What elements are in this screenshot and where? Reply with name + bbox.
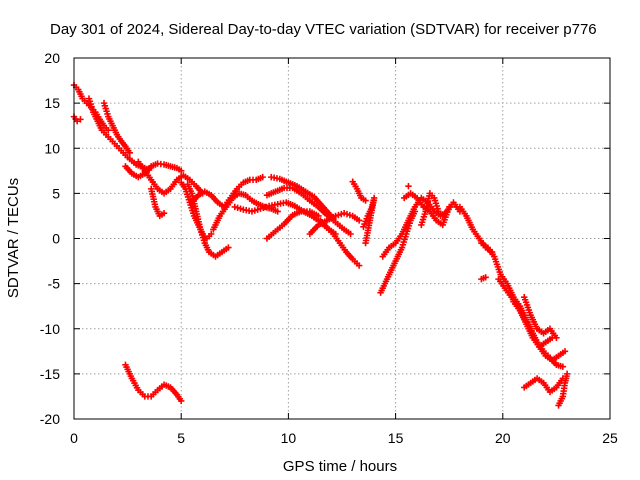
y-tick-label: 10: [44, 140, 60, 156]
data-point: [274, 208, 281, 215]
x-tick-label: 0: [70, 430, 78, 446]
data-point: [355, 262, 363, 269]
data-point: [160, 210, 168, 217]
data-point: [347, 230, 354, 238]
x-tick-label: 5: [177, 430, 185, 446]
data-point: [126, 149, 133, 156]
data-point: [259, 173, 266, 181]
y-tick-label: -20: [40, 411, 60, 427]
grid: [73, 57, 611, 420]
y-tick-label: -15: [40, 366, 60, 382]
data-point: [77, 116, 84, 123]
data-point: [563, 370, 571, 378]
data-point: [315, 212, 322, 220]
data-point: [553, 334, 560, 341]
data-point: [362, 197, 369, 204]
data-point: [559, 363, 567, 370]
tick-labels: 0 5 10 15 20 25 -20 -15 -10 -5 0 5 10 15 20: [40, 50, 618, 446]
y-tick-label: 15: [44, 95, 60, 111]
data-point: [355, 217, 363, 224]
data-point: [482, 274, 489, 281]
data-point: [105, 127, 112, 134]
x-tick-label: 25: [602, 430, 618, 446]
x-tick-label: 15: [388, 430, 404, 446]
data-point: [225, 244, 232, 251]
y-tick-label: -10: [40, 321, 60, 337]
plot-frame: [73, 57, 611, 420]
y-axis-label: SDTVAR / TECUs: [5, 178, 22, 298]
x-tick-label: 10: [281, 430, 297, 446]
data-point: [405, 182, 412, 190]
data-point: [362, 239, 369, 247]
data-point: [208, 230, 215, 238]
data-point: [178, 167, 185, 175]
y-tick-label: 0: [52, 231, 60, 247]
y-tick-label: 5: [52, 185, 60, 201]
data-point: [178, 397, 185, 405]
y-tick-label: 20: [44, 50, 60, 66]
data-point: [446, 203, 453, 211]
x-axis-label: GPS time / hours: [283, 458, 397, 475]
data-point: [443, 208, 451, 215]
chart-title: Day 301 of 2024, Sidereal Day-to-day VTE…: [50, 21, 597, 38]
data-marks: [70, 81, 571, 409]
x-tick-label: 20: [495, 430, 511, 446]
data-point: [561, 348, 569, 355]
data-point: [74, 117, 81, 125]
y-tick-label: -5: [48, 276, 61, 292]
